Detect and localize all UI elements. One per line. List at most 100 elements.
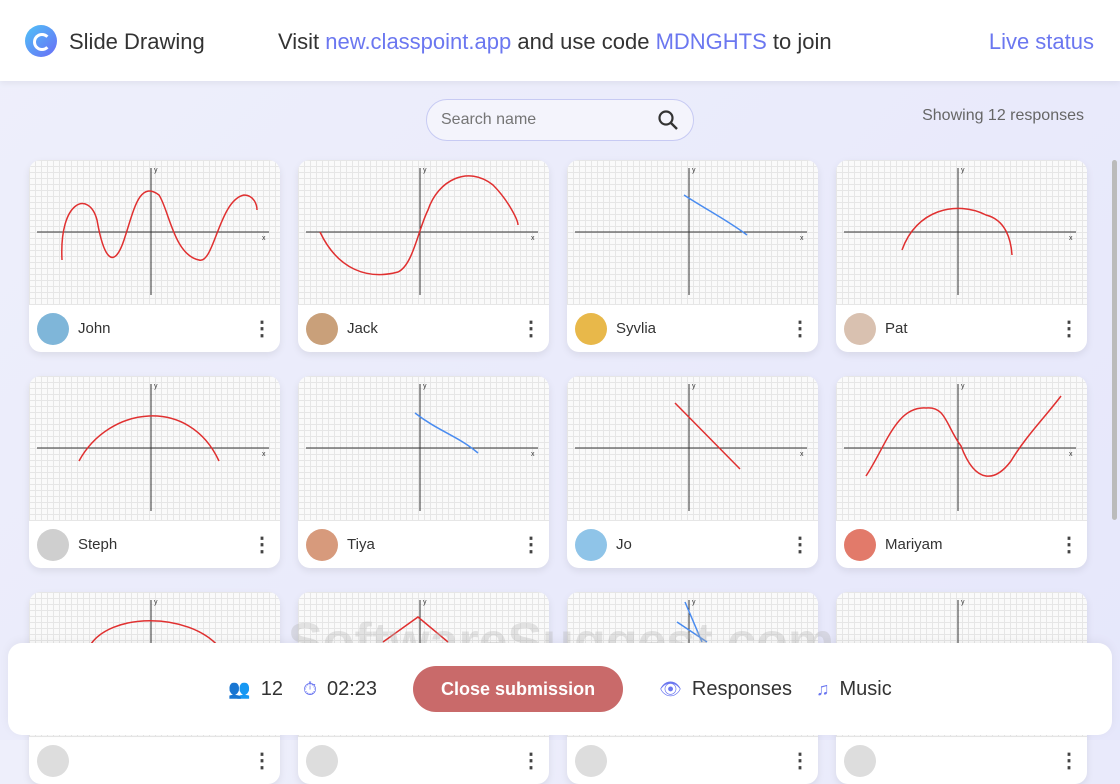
- class-code: MDNGHTS: [655, 29, 767, 54]
- student-stroke: [901, 207, 1013, 256]
- search-box[interactable]: [426, 99, 694, 141]
- card-footer: Mariyam ⋮: [836, 521, 1087, 568]
- student-stroke: [61, 190, 258, 261]
- svg-text:y: y: [154, 599, 158, 606]
- student-name: Syvlia: [616, 320, 657, 337]
- avatar: [306, 312, 338, 345]
- student-stroke: [78, 415, 220, 462]
- avatar: [575, 312, 607, 345]
- search-input[interactable]: [441, 111, 657, 129]
- student-stroke: [674, 402, 741, 470]
- svg-text:y: y: [692, 383, 696, 390]
- student-name: Mariyam: [885, 536, 943, 553]
- classpoint-logo-icon: [25, 25, 57, 57]
- more-options-icon[interactable]: ⋮: [790, 750, 810, 772]
- more-options-icon[interactable]: ⋮: [1059, 318, 1079, 340]
- more-options-icon[interactable]: ⋮: [521, 318, 541, 340]
- more-options-icon[interactable]: ⋮: [521, 534, 541, 556]
- card-footer: Jack ⋮: [298, 305, 549, 352]
- avatar: [306, 744, 338, 777]
- avatar: [844, 312, 876, 345]
- card-footer: Tiya ⋮: [298, 521, 549, 568]
- avatar: [306, 528, 338, 561]
- more-options-icon[interactable]: ⋮: [790, 318, 810, 340]
- more-options-icon[interactable]: ⋮: [1059, 534, 1079, 556]
- card-footer: ⋮: [29, 737, 280, 784]
- card-footer: John ⋮: [29, 305, 280, 352]
- student-stroke: [683, 194, 748, 236]
- more-options-icon[interactable]: ⋮: [790, 534, 810, 556]
- avatar: [37, 312, 69, 345]
- participant-count: 12: [260, 677, 283, 700]
- student-stroke: [382, 616, 449, 643]
- svg-text:y: y: [692, 167, 696, 174]
- join-url-link[interactable]: new.classpoint.app: [325, 29, 512, 54]
- music-button[interactable]: Music: [839, 677, 892, 700]
- avatar: [37, 744, 69, 777]
- svg-text:y: y: [961, 383, 965, 390]
- student-stroke: [865, 395, 1062, 477]
- response-count: Showing 12 responses: [922, 107, 1084, 124]
- student-name: Steph: [78, 536, 118, 553]
- svg-text:y: y: [423, 167, 427, 174]
- avatar: [37, 528, 69, 561]
- svg-text:x: x: [262, 451, 266, 458]
- student-stroke: [676, 601, 708, 643]
- svg-text:x: x: [262, 235, 266, 242]
- student-name: Jack: [347, 320, 378, 337]
- timer-icon: ⏱: [302, 678, 317, 699]
- svg-text:x: x: [800, 235, 804, 242]
- student-stroke: [88, 620, 220, 648]
- avatar: [844, 744, 876, 777]
- svg-text:x: x: [531, 451, 535, 458]
- card-footer: Syvlia ⋮: [567, 305, 818, 352]
- more-options-icon[interactable]: ⋮: [252, 318, 272, 340]
- join-instructions: Visit new.classpoint.app and use code MD…: [278, 29, 832, 55]
- app-title: Slide Drawing: [69, 29, 205, 54]
- student-name: Jo: [616, 536, 632, 553]
- svg-text:y: y: [154, 383, 158, 390]
- student-stroke: [319, 175, 519, 276]
- live-status-link[interactable]: Live status: [988, 29, 1094, 54]
- svg-text:x: x: [531, 235, 535, 242]
- svg-text:y: y: [961, 599, 965, 606]
- more-options-icon[interactable]: ⋮: [521, 750, 541, 772]
- svg-text:y: y: [423, 383, 427, 390]
- avatar: [844, 528, 876, 561]
- to-join-text: to join: [772, 29, 832, 54]
- participants-icon: 👥: [228, 678, 251, 699]
- scrollbar[interactable]: [1112, 160, 1117, 520]
- eye-icon[interactable]: 👁: [659, 678, 682, 699]
- search-icon[interactable]: [657, 109, 679, 131]
- svg-text:x: x: [1069, 451, 1073, 458]
- timer-value: 02:23: [327, 677, 378, 700]
- more-options-icon[interactable]: ⋮: [252, 534, 272, 556]
- responses-toggle[interactable]: Responses: [691, 677, 792, 700]
- close-submission-button[interactable]: Close submission: [413, 666, 624, 712]
- music-note-icon[interactable]: ♫: [815, 678, 830, 699]
- more-options-icon[interactable]: ⋮: [1059, 750, 1079, 772]
- svg-text:x: x: [800, 451, 804, 458]
- avatar: [575, 744, 607, 777]
- use-code-text: and use code: [517, 29, 650, 54]
- svg-text:y: y: [154, 167, 158, 174]
- more-options-icon[interactable]: ⋮: [252, 750, 272, 772]
- header: Slide Drawing Visit new.classpoint.app a…: [0, 0, 1120, 81]
- card-footer: ⋮: [836, 737, 1087, 784]
